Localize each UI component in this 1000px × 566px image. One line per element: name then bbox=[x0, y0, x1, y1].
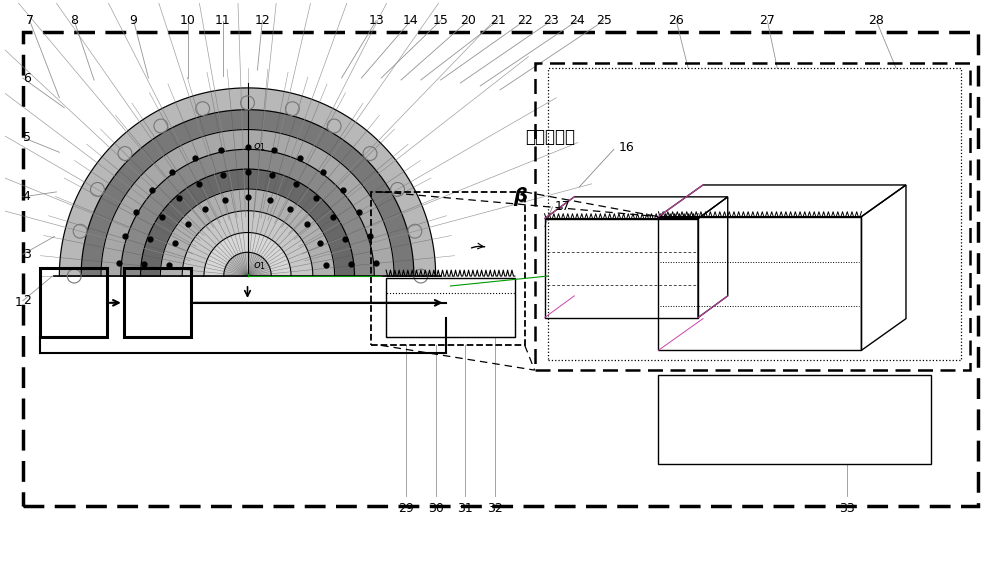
Polygon shape bbox=[101, 130, 394, 276]
Text: 3: 3 bbox=[23, 248, 31, 261]
Polygon shape bbox=[59, 88, 436, 276]
Text: β: β bbox=[513, 187, 527, 207]
Bar bbox=[658, 375, 931, 464]
Text: 15: 15 bbox=[433, 14, 449, 27]
Text: 27: 27 bbox=[759, 14, 775, 27]
Text: 26: 26 bbox=[668, 14, 684, 27]
Text: 13: 13 bbox=[368, 14, 384, 27]
Text: 12: 12 bbox=[254, 14, 270, 27]
Text: 6: 6 bbox=[23, 71, 31, 84]
Bar bbox=[548, 68, 961, 360]
Text: 20: 20 bbox=[460, 14, 476, 27]
Text: 11: 11 bbox=[215, 14, 231, 27]
Text: 21: 21 bbox=[490, 14, 506, 27]
Polygon shape bbox=[141, 169, 354, 276]
Text: 28: 28 bbox=[868, 14, 884, 27]
Text: $o_1$: $o_1$ bbox=[253, 142, 266, 153]
Bar bbox=[545, 218, 698, 318]
Text: 17: 17 bbox=[554, 200, 570, 213]
Text: 4: 4 bbox=[23, 190, 31, 203]
Text: 5: 5 bbox=[23, 131, 31, 144]
Polygon shape bbox=[224, 252, 271, 276]
Bar bbox=[658, 217, 861, 350]
Polygon shape bbox=[182, 211, 313, 276]
Text: 子午面视图: 子午面视图 bbox=[525, 128, 575, 147]
Text: 33: 33 bbox=[839, 502, 854, 515]
Text: 9: 9 bbox=[130, 14, 138, 27]
Text: 2: 2 bbox=[23, 294, 31, 307]
Text: 23: 23 bbox=[544, 14, 559, 27]
Text: 16: 16 bbox=[619, 141, 635, 154]
Text: 7: 7 bbox=[26, 14, 34, 27]
Text: 30: 30 bbox=[428, 502, 444, 515]
Text: 1: 1 bbox=[15, 297, 23, 309]
Bar bbox=[386, 278, 515, 337]
Text: 32: 32 bbox=[487, 502, 503, 515]
Text: 14: 14 bbox=[403, 14, 419, 27]
Text: 29: 29 bbox=[398, 502, 414, 515]
Polygon shape bbox=[81, 110, 414, 276]
Text: 25: 25 bbox=[596, 14, 612, 27]
Polygon shape bbox=[204, 233, 291, 276]
Polygon shape bbox=[121, 149, 374, 276]
Text: 10: 10 bbox=[180, 14, 196, 27]
Text: 31: 31 bbox=[457, 502, 473, 515]
Text: 22: 22 bbox=[517, 14, 533, 27]
Text: 8: 8 bbox=[70, 14, 78, 27]
Text: $o_1$: $o_1$ bbox=[253, 260, 266, 272]
Text: 24: 24 bbox=[569, 14, 585, 27]
Polygon shape bbox=[160, 189, 335, 276]
Bar bbox=[371, 192, 525, 345]
Bar bbox=[386, 293, 515, 337]
Bar bbox=[535, 63, 970, 370]
Bar bbox=[23, 32, 978, 506]
